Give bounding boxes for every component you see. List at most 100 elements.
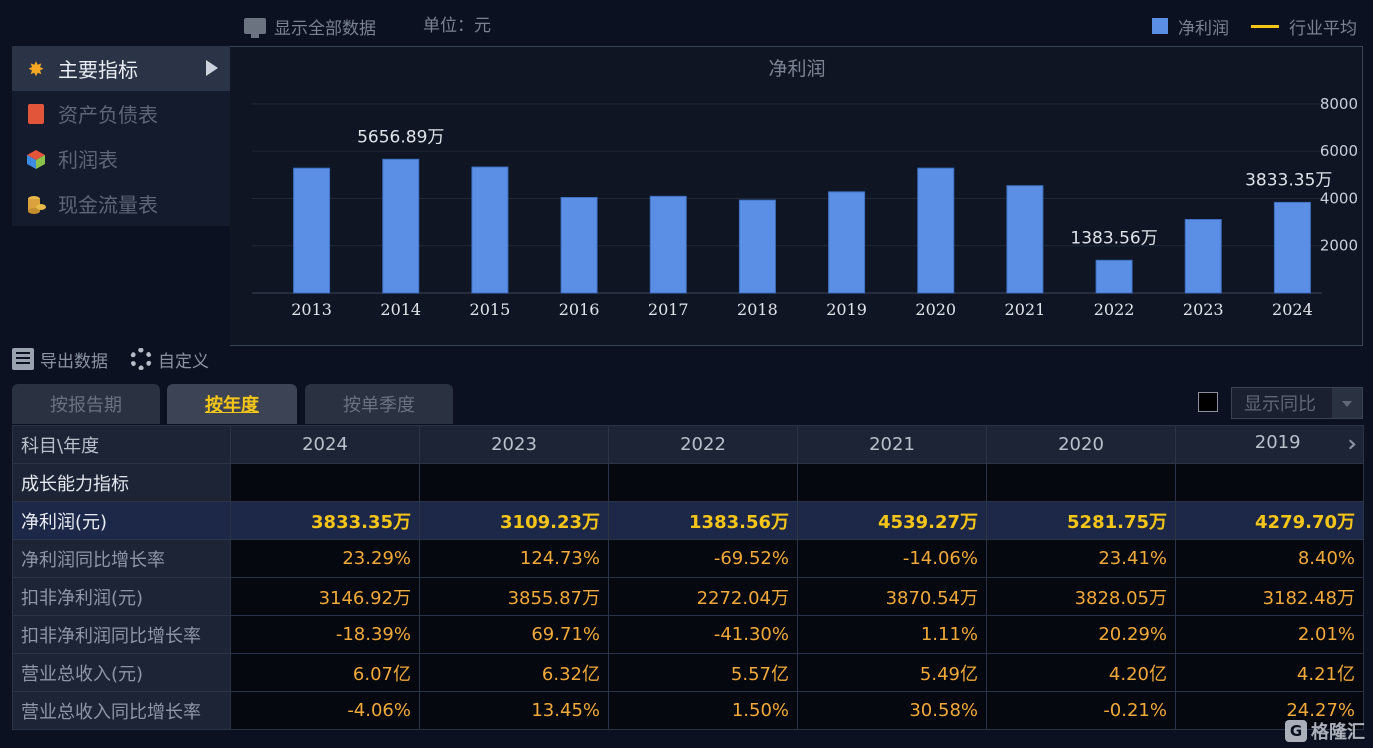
table-cell-empty	[608, 463, 798, 502]
year-header[interactable]: 2020	[986, 425, 1176, 464]
table-cell: -4.06%	[230, 691, 420, 730]
table-cell: 5281.75万	[986, 501, 1176, 540]
x-tick-label: 2019	[826, 300, 867, 319]
yoy-checkbox[interactable]	[1198, 392, 1218, 412]
row-label: 扣非净利润同比增长率	[12, 615, 231, 654]
sidebar-item-balance-sheet[interactable]: 资产负债表	[12, 91, 230, 136]
x-tick-label: 2013	[291, 300, 332, 319]
table-cell: 6.07亿	[230, 653, 420, 692]
sidebar-item-label: 利润表	[58, 148, 118, 172]
year-header[interactable]: 2021	[797, 425, 987, 464]
bar-2014[interactable]	[382, 158, 420, 294]
bar-2013[interactable]	[293, 167, 331, 294]
export-data-button[interactable]: 导出数据	[12, 346, 108, 372]
table-row: 净利润(元) 3833.35万 3109.23万 1383.56万 4539.27万 52…	[12, 501, 1364, 540]
data-label: 1383.56万	[1070, 228, 1157, 248]
table-cell: 4279.70万	[1175, 501, 1364, 540]
monitor-icon	[244, 18, 266, 38]
table-cell: 124.73%	[419, 539, 609, 578]
bar-2019[interactable]	[828, 191, 866, 294]
row-label: 成长能力指标	[12, 463, 231, 502]
financial-table: 科目\年度 2024 2023 2022 2021 2020 2019 ›› 成…	[12, 425, 1364, 730]
table-cell: 5.57亿	[608, 653, 798, 692]
logo-icon: G	[1285, 720, 1307, 742]
table-cell: 4.21亿	[1175, 653, 1364, 692]
table-cell: 1.50%	[608, 691, 798, 730]
table-cell: 2.01%	[1175, 615, 1364, 654]
bar-2017[interactable]	[649, 195, 687, 294]
table-row: 扣非净利润同比增长率 -18.39% 69.71% -41.30% 1.11% 20.29…	[12, 615, 1364, 654]
year-header-label: 2019	[1254, 432, 1301, 453]
legend-bar-label: 净利润	[1178, 18, 1229, 39]
tab-by-year[interactable]: 按年度	[167, 384, 297, 424]
legend-line-swatch	[1251, 24, 1279, 28]
gear-icon	[130, 348, 152, 370]
show-all-data-label: 显示全部数据	[274, 18, 376, 39]
table-cell: 3146.92万	[230, 577, 420, 616]
tab-by-quarter[interactable]: 按单季度	[305, 384, 453, 424]
table-cell: 4539.27万	[797, 501, 987, 540]
table-cell: 3109.23万	[419, 501, 609, 540]
bar-2018[interactable]	[738, 199, 776, 294]
table-cell: -18.39%	[230, 615, 420, 654]
bar-2021[interactable]	[1006, 185, 1044, 294]
sidebar-item-main-indicators[interactable]: ✸ 主要指标	[12, 46, 230, 91]
table-cell-empty	[230, 463, 420, 502]
tab-label: 按报告期	[50, 395, 122, 416]
table-cell-empty	[797, 463, 987, 502]
year-header-last[interactable]: 2019 ››	[1175, 425, 1364, 464]
sidebar-item-label: 主要指标	[58, 58, 138, 82]
show-all-data-toggle[interactable]: 显示全部数据	[244, 14, 376, 39]
sidebar-item-income-statement[interactable]: 利润表	[12, 136, 230, 181]
table-header-row: 科目\年度 2024 2023 2022 2021 2020 2019 ››	[12, 425, 1364, 464]
x-tick-label: 2023	[1183, 300, 1224, 319]
table-cell: -14.06%	[797, 539, 987, 578]
sidebar-item-label: 资产负债表	[58, 103, 158, 127]
table-row: 扣非净利润(元) 3146.92万 3855.87万 2272.04万 3870.54万…	[12, 577, 1364, 616]
double-chevron-right-icon[interactable]: ››	[1347, 432, 1355, 457]
table-corner-header: 科目\年度	[12, 425, 231, 464]
tab-by-report-period[interactable]: 按报告期	[12, 384, 160, 424]
table-cell: 13.45%	[419, 691, 609, 730]
legend-bar-swatch	[1152, 18, 1168, 34]
x-tick-label: 2014	[380, 300, 421, 319]
x-tick-label: 2016	[559, 300, 600, 319]
bar-2015[interactable]	[471, 166, 509, 294]
year-header[interactable]: 2022	[608, 425, 798, 464]
watermark-logo: G 格隆汇	[1285, 718, 1365, 744]
x-tick-label: 2018	[737, 300, 778, 319]
bar-2023[interactable]	[1184, 219, 1222, 294]
legend-line-label: 行业平均	[1289, 18, 1357, 39]
table-cell: 6.32亿	[419, 653, 609, 692]
table-cell: -69.52%	[608, 539, 798, 578]
table-cell: 20.29%	[986, 615, 1176, 654]
bar-2024[interactable]	[1273, 201, 1311, 294]
sidebar-item-cash-flow[interactable]: 现金流量表	[12, 181, 230, 226]
bar-2022[interactable]	[1095, 259, 1133, 294]
x-tick-label: 2017	[648, 300, 689, 319]
year-header[interactable]: 2024	[230, 425, 420, 464]
table-cell: 3833.35万	[230, 501, 420, 540]
customize-button[interactable]: 自定义	[130, 346, 209, 372]
table-cell-empty	[1175, 463, 1364, 502]
table-cell-empty	[419, 463, 609, 502]
table-row: 营业总收入同比增长率 -4.06% 13.45% 1.50% 30.58% -0.21% 2…	[12, 691, 1364, 730]
yoy-select[interactable]: 显示同比	[1231, 387, 1363, 419]
bar-2016[interactable]	[560, 197, 598, 294]
table-cell: 3182.48万	[1175, 577, 1364, 616]
table-row: 营业总收入(元) 6.07亿 6.32亿 5.57亿 5.49亿 4.20亿 4.21亿	[12, 653, 1364, 692]
year-header[interactable]: 2023	[419, 425, 609, 464]
sidebar-menu: ✸ 主要指标 资产负债表 利润表 现金流量表	[12, 46, 230, 226]
logo-text: 格隆汇	[1311, 722, 1365, 743]
sidebar-item-label: 现金流量表	[58, 193, 158, 217]
x-tick-label: 2024	[1272, 300, 1313, 319]
row-label: 营业总收入(元)	[12, 653, 231, 692]
table-row: 净利润同比增长率 23.29% 124.73% -69.52% -14.06% 23.41…	[12, 539, 1364, 578]
chevron-down-icon[interactable]	[1332, 388, 1362, 418]
row-label: 扣非净利润(元)	[12, 577, 231, 616]
x-tick-label: 2015	[470, 300, 511, 319]
table-cell: 2272.04万	[608, 577, 798, 616]
document-icon	[24, 102, 48, 126]
bar-2020[interactable]	[917, 167, 955, 294]
chevron-right-icon	[206, 60, 218, 76]
